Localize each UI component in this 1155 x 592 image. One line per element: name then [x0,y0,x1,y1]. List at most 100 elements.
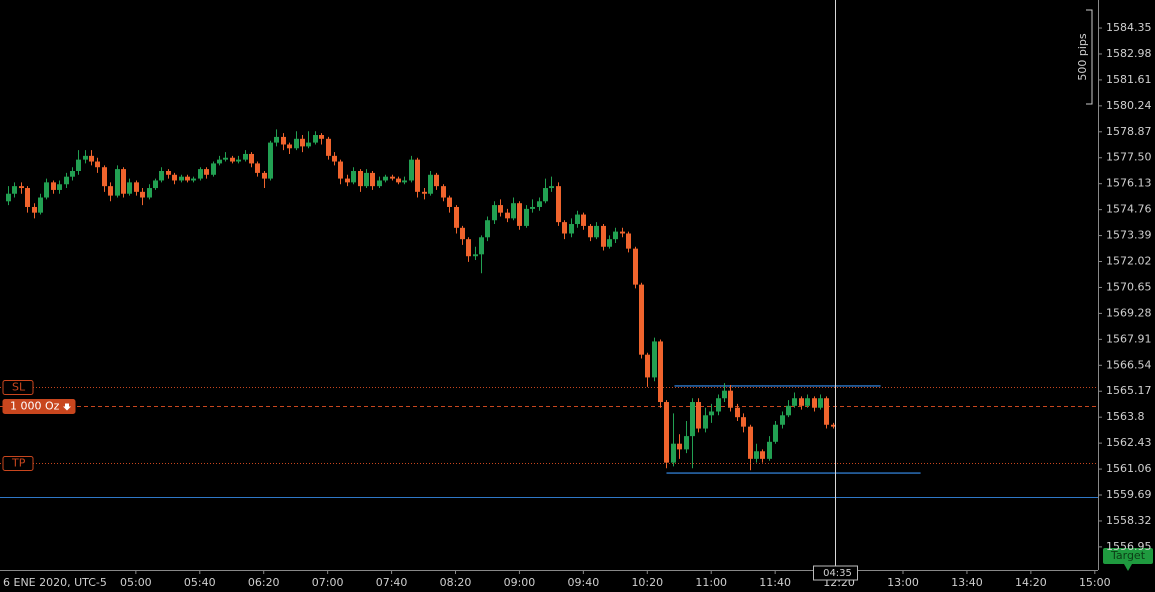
y-tick-label: 1559.69 [1106,488,1152,501]
candle-body [511,203,516,219]
candle-body [57,184,62,190]
candle-body [716,398,721,412]
candle-body [748,426,753,459]
candle-body [191,178,196,181]
candle-body [6,193,11,202]
candle-body [549,186,554,189]
y-tick-label: 1565.17 [1106,384,1152,397]
candle-body [396,178,401,183]
candle-body [198,169,203,179]
candle-body [824,398,829,425]
y-tick-label: 1574.76 [1106,203,1152,216]
candle-body [364,172,369,187]
candle-body [485,220,490,238]
candle-body [652,341,657,378]
candle-body [300,138,305,147]
candle-body [115,169,120,196]
candle-body [524,208,529,226]
scale-label: 500 pips [1076,33,1089,81]
y-tick-label: 1573.39 [1106,229,1152,242]
y-tick-label: 1576.13 [1106,177,1152,190]
candle-body [319,135,324,139]
crosshair-tag [813,565,858,581]
candle-body [185,176,190,181]
candle-body [108,186,113,196]
candle-body [211,163,216,175]
candle-body [677,443,682,450]
y-tick-label: 1578.87 [1106,125,1152,138]
x-tick-label: 11:00 [695,576,727,589]
y-tick-label: 1563.8 [1106,410,1145,423]
candle-body [172,174,177,181]
y-tick-label: 1570.65 [1106,280,1152,293]
candle-body [633,248,638,285]
x-tick-label: 05:40 [184,576,216,589]
candle-body [607,239,612,247]
candle-body [543,188,548,202]
candle-body [786,405,791,416]
level-label: SL [12,381,26,394]
y-tick-label: 1572.02 [1106,255,1152,268]
candle-body [460,227,465,240]
level-label: 1 000 Oz [10,400,60,413]
candle-body [415,159,420,192]
candle-body [179,176,184,181]
candle-body [428,174,433,194]
candle-body [767,441,772,459]
candle-body [601,225,606,247]
candle-body [287,144,292,149]
candle-body [556,186,561,223]
y-tick-label: 1584.35 [1106,21,1152,34]
candle-body [812,398,817,408]
x-tick-label: 07:40 [376,576,408,589]
candle-body [588,225,593,238]
candle-body [147,188,152,198]
y-tick-label: 1581.61 [1106,73,1152,86]
candle-body [530,206,535,209]
candle-body [83,155,88,160]
candle-body [12,186,17,194]
target-button-bg[interactable] [1103,548,1153,564]
y-tick-label: 1562.43 [1106,436,1152,449]
y-tick-label: 1580.24 [1106,99,1152,112]
candle-body [831,424,836,427]
target-button[interactable]: Target [1103,548,1153,571]
candle-body [76,159,81,171]
candle-body [255,163,260,173]
candle-body [741,417,746,427]
candle-body [262,172,267,179]
candle-body [19,186,24,189]
candle-body [805,398,810,406]
candle-body [441,186,446,198]
candle-body [140,191,145,198]
candle-body [569,224,574,234]
candle-body [505,212,510,219]
x-tick-label: 13:40 [951,576,983,589]
candle-body [64,176,69,185]
candle-body [492,205,497,221]
candle-body [473,254,478,257]
y-tick-label: 1567.91 [1106,332,1152,345]
candle-body [620,231,625,234]
level-tag [2,456,34,471]
level-tag [2,380,34,395]
candle-body [447,197,452,207]
candle-body [236,159,241,162]
target-button-label[interactable]: Target [1110,549,1146,562]
x-tick-label: 14:20 [1015,576,1047,589]
x-tick-label: 09:40 [568,576,600,589]
candle-body [562,222,567,234]
candle-body [402,180,407,183]
candle-body [575,214,580,225]
candle-body [332,155,337,162]
candle-body [754,451,759,459]
candle-body [409,159,414,181]
date-label: 6 ENE 2020, UTC-5 [3,576,107,589]
candle-body [434,174,439,187]
candle-body [613,231,618,240]
y-tick-label: 1561.06 [1106,462,1152,475]
candle-body [735,407,740,418]
candle-body [818,398,823,408]
